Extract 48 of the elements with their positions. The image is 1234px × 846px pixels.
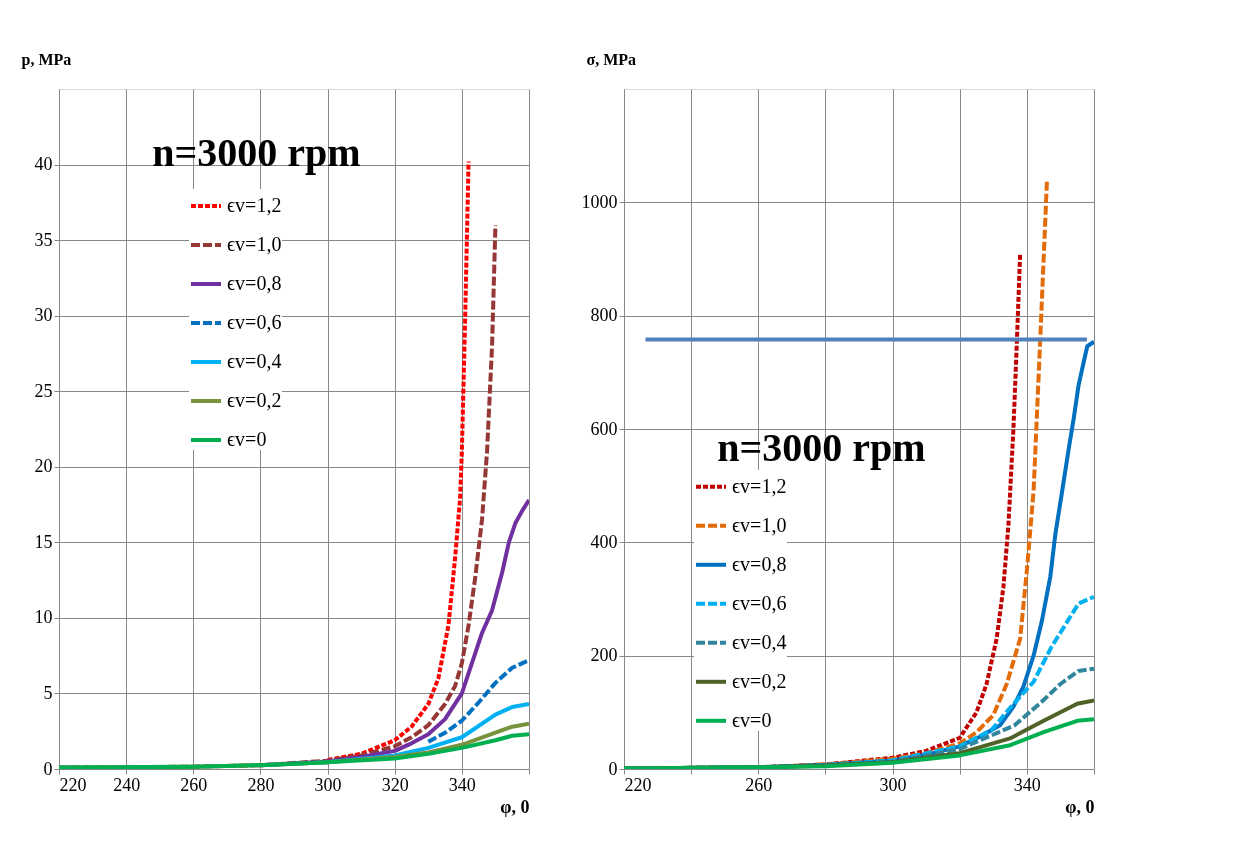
legend-label: ϵv=1,0 bbox=[227, 233, 282, 255]
y-tick-label: 600 bbox=[590, 418, 618, 439]
y-tick-label: 25 bbox=[34, 380, 53, 401]
y-tick-label: 35 bbox=[34, 229, 53, 250]
x-tick-label: 300 bbox=[879, 774, 907, 795]
y-tick-label: 400 bbox=[590, 531, 618, 552]
x-tick-label: 340 bbox=[1013, 774, 1041, 795]
legend-label: ϵv=0 bbox=[732, 708, 772, 731]
x-tick-label: 300 bbox=[314, 774, 342, 795]
y-axis-title: σ, MPa bbox=[586, 50, 637, 68]
legend-label: ϵv=0 bbox=[227, 428, 267, 450]
legend-label: ϵv=0,8 bbox=[732, 552, 787, 575]
x-tick-label: 220 bbox=[59, 774, 87, 795]
x-tick-label: 260 bbox=[180, 774, 208, 795]
line-series bbox=[426, 658, 529, 744]
legend-label: ϵv=1,2 bbox=[227, 194, 282, 216]
x-tick-label: 260 bbox=[745, 774, 773, 795]
annotation: n=3000 rpm bbox=[717, 425, 926, 470]
legend-label: ϵv=1,0 bbox=[732, 513, 787, 536]
y-tick-label: 800 bbox=[590, 305, 618, 326]
y-axis-title: p, MPa bbox=[21, 50, 72, 69]
legend-label: ϵv=0,2 bbox=[227, 389, 282, 411]
y-tick-label: 10 bbox=[34, 607, 53, 628]
legend-label: ϵv=0,6 bbox=[227, 311, 282, 333]
y-tick-label: 0 bbox=[608, 758, 618, 779]
legend-label: ϵv=0,4 bbox=[227, 350, 282, 372]
y-tick-label: 30 bbox=[34, 305, 53, 326]
x-tick-label: 340 bbox=[448, 774, 476, 795]
x-tick-label: 320 bbox=[381, 774, 409, 795]
annotation: n=3000 rpm bbox=[152, 130, 361, 175]
line-series bbox=[59, 732, 529, 769]
y-tick-label: 5 bbox=[43, 682, 53, 703]
y-tick-label: 1000 bbox=[581, 191, 618, 212]
x-axis-title: φ, 0 bbox=[1065, 796, 1095, 817]
y-tick-label: 0 bbox=[43, 758, 53, 779]
legend-label: ϵv=1,2 bbox=[732, 474, 787, 497]
y-tick-label: 40 bbox=[34, 154, 53, 175]
x-tick-label: 220 bbox=[624, 774, 652, 795]
legend-label: ϵv=0,8 bbox=[227, 272, 282, 294]
x-tick-label: 240 bbox=[113, 774, 141, 795]
x-axis-title: φ, 0 bbox=[500, 796, 530, 817]
y-tick-label: 20 bbox=[34, 456, 53, 477]
legend-label: ϵv=0,4 bbox=[732, 630, 787, 653]
legend-label: ϵv=0,2 bbox=[732, 669, 787, 692]
y-tick-label: 15 bbox=[34, 531, 53, 552]
legend-label: ϵv=0,6 bbox=[732, 591, 787, 614]
y-tick-label: 200 bbox=[590, 645, 618, 666]
x-tick-label: 280 bbox=[247, 774, 275, 795]
